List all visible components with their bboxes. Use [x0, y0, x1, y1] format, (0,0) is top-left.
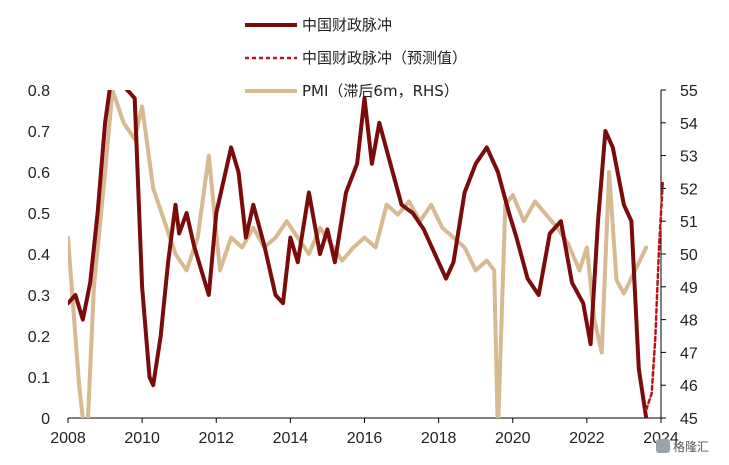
- x-tick-label: 2008: [50, 430, 86, 447]
- y-right-tick-label: 52: [680, 181, 698, 198]
- y-right-tick-label: 55: [680, 83, 698, 100]
- watermark: 格隆汇: [656, 439, 709, 454]
- y-right-tick-label: 48: [680, 313, 698, 330]
- y-right-tick-label: 54: [680, 116, 698, 133]
- y-left-tick-label: 0.8: [28, 83, 50, 100]
- watermark-logo-icon: [656, 439, 670, 453]
- x-tick-label: 2018: [421, 430, 457, 447]
- x-tick-label: 2010: [124, 430, 160, 447]
- x-tick-label: 2020: [495, 430, 531, 447]
- y-right-tick-label: 45: [680, 411, 698, 428]
- y-left-tick-label: 0.6: [28, 165, 50, 182]
- y-right-tick-label: 53: [680, 149, 698, 166]
- series-layer: [68, 90, 665, 418]
- y-left-tick-label: 0.3: [28, 288, 50, 305]
- y-right-tick-label: 49: [680, 280, 698, 297]
- ticks-layer: 2008 2010 2012 2014 2016 2018 2020 2022 202400.1…: [28, 83, 698, 447]
- legend-label-1: 中国财政脉冲（预测值）: [302, 49, 467, 67]
- series-line-2: [68, 90, 649, 418]
- x-tick-label: 2012: [198, 430, 234, 447]
- y-left-tick-label: 0.4: [28, 247, 50, 264]
- y-left-tick-label: 0: [41, 411, 50, 428]
- y-right-tick-label: 47: [680, 345, 698, 362]
- series-line-1: [644, 178, 665, 412]
- y-right-tick-label: 51: [680, 214, 698, 231]
- y-right-tick-label: 50: [680, 247, 698, 264]
- legend-label-0: 中国财政脉冲: [302, 16, 392, 34]
- x-tick-label: 2022: [569, 430, 605, 447]
- x-tick-label: 2014: [273, 430, 309, 447]
- y-right-tick-label: 46: [680, 378, 698, 395]
- watermark-text: 格隆汇: [673, 439, 709, 454]
- y-left-tick-label: 0.2: [28, 329, 50, 346]
- series-line-0: [68, 90, 649, 418]
- y-left-tick-label: 0.1: [28, 370, 50, 387]
- x-tick-label: 2016: [347, 430, 383, 447]
- y-left-tick-label: 0.7: [28, 124, 50, 141]
- legend-label-2: PMI（滞后6m，RHS）: [302, 82, 459, 100]
- y-left-tick-label: 0.5: [28, 206, 50, 223]
